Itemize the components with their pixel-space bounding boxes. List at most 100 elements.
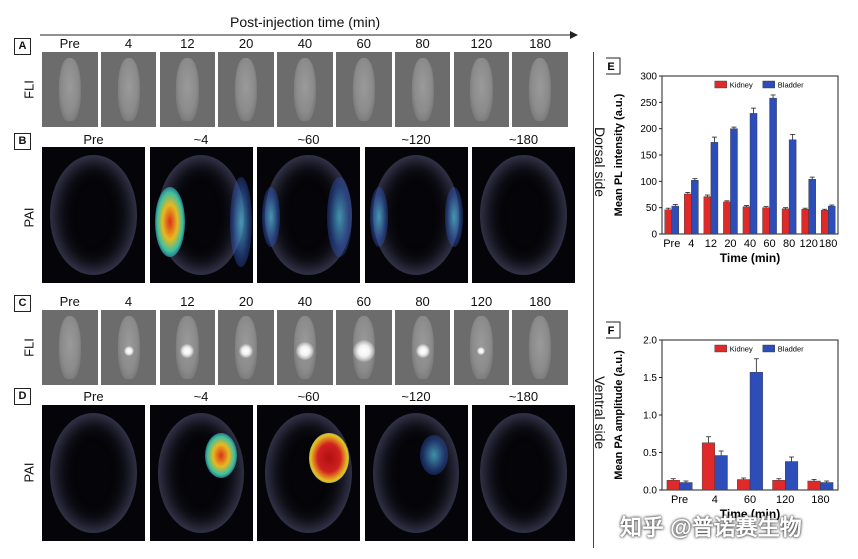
- panel-b-col-label: ~60: [297, 132, 320, 147]
- fli-image: [277, 310, 333, 385]
- panel-a-col-label: 4: [124, 36, 133, 51]
- pai-image: [257, 405, 360, 541]
- y-tick-label: 100: [640, 177, 657, 188]
- panel-c-col-label: 40: [297, 294, 313, 309]
- panel-a-col-label: 12: [180, 36, 195, 51]
- fluorescence-signal: [239, 344, 254, 359]
- y-axis-label: Mean PL intensity (a.u.): [613, 93, 625, 216]
- x-tick-label: 60: [744, 494, 756, 506]
- bar-kidney: [701, 442, 715, 491]
- mouse-silhouette: [411, 58, 434, 121]
- pai-body-outline: [158, 413, 245, 533]
- bar-kidney: [772, 480, 786, 491]
- bar-bladder: [808, 179, 816, 235]
- pai-signal: [327, 177, 352, 257]
- panel-c-col-label: 180: [529, 294, 551, 309]
- divider-line: [593, 52, 594, 548]
- fli-image: [42, 310, 98, 385]
- bar-kidney: [703, 196, 712, 235]
- bar-bladder: [828, 205, 836, 235]
- chart-e: 0 50 100 150 200 250 300 Pre 4 12 20 40 60 80 120 180 Ki…: [606, 57, 839, 265]
- mouse-silhouette: [58, 58, 81, 121]
- watermark-text: 知乎 @普诺赛生物: [620, 515, 802, 540]
- panel-letter-box: [606, 57, 621, 75]
- bar-bladder: [691, 180, 699, 235]
- mouse-silhouette: [293, 58, 317, 121]
- pai-image: [472, 405, 575, 541]
- panel-c-col-label: 12: [180, 294, 195, 309]
- y-tick-label: 300: [640, 72, 657, 83]
- x-tick-label: 180: [811, 494, 829, 506]
- x-tick-label: 180: [819, 238, 837, 250]
- bar-kidney: [762, 207, 770, 235]
- mouse-silhouette: [58, 316, 81, 379]
- bar-bladder: [710, 142, 719, 235]
- y-tick-label: 150: [640, 151, 657, 162]
- panel-b-col-label: Pre: [83, 132, 104, 147]
- panel-a-letter: A: [14, 38, 31, 55]
- bar-kidney: [666, 480, 680, 491]
- legend-swatch: [762, 344, 776, 353]
- panel-c-col-label: 4: [124, 294, 133, 309]
- panel-d-col-label: ~180: [508, 389, 539, 404]
- panel-c-row-label: FLI: [21, 338, 37, 357]
- panel-letter: F: [608, 325, 615, 337]
- legend-swatch: [762, 80, 776, 89]
- y-tick-label: 200: [640, 124, 657, 135]
- panel-letter: E: [607, 61, 614, 73]
- panel-c-col-label: 60: [356, 294, 371, 309]
- chart-f: 0.0 0.5 1.0 1.5 2.0 Pre 4 60 120 180 Kidney Bladder…: [606, 321, 839, 521]
- x-axis-label: Time (min): [720, 251, 780, 265]
- panel-b-row-label: PAI: [21, 207, 37, 228]
- legend-label: Bladder: [778, 345, 804, 354]
- legend-label: Kidney: [730, 81, 753, 90]
- bar-bladder: [730, 128, 738, 235]
- fli-image: [218, 310, 274, 385]
- panel-a-col-label: 180: [529, 36, 551, 51]
- mouse-silhouette: [470, 58, 493, 121]
- fluorescence-signal: [415, 344, 430, 359]
- panel-d-col-label: ~4: [193, 389, 209, 404]
- bar-bladder: [769, 97, 777, 235]
- pai-body-outline: [373, 413, 460, 533]
- legend-swatch: [714, 344, 728, 353]
- legend-label: Bladder: [778, 81, 804, 90]
- x-tick-label: 4: [688, 238, 694, 250]
- fli-image: [100, 310, 157, 385]
- pai-body-outline: [50, 155, 137, 275]
- x-tick-label: 4: [712, 494, 718, 506]
- fluorescence-signal: [352, 340, 375, 363]
- fluorescence-signal: [180, 344, 195, 359]
- fli-image: [336, 310, 392, 385]
- panel-c-col-label: Pre: [59, 294, 80, 309]
- panel-a-col-label: 60: [356, 36, 371, 51]
- fli-image: [453, 310, 510, 385]
- pai-image: [149, 147, 253, 283]
- fli-image: [453, 52, 510, 127]
- fli-image: [218, 52, 274, 127]
- pai-image: [42, 405, 145, 541]
- panel-d-col-label: Pre: [83, 389, 104, 404]
- fli-image: [100, 52, 157, 127]
- y-tick-label: 0.5: [643, 448, 657, 459]
- fli-image: [394, 52, 451, 127]
- fli-image: [394, 310, 451, 385]
- mouse-silhouette: [235, 58, 258, 121]
- pai-signal: [309, 433, 349, 483]
- bar-bladder: [714, 455, 728, 491]
- pai-image: [149, 405, 253, 541]
- fli-image: [512, 310, 568, 385]
- y-tick-label: 1.0: [643, 411, 657, 422]
- fli-image: [159, 52, 216, 127]
- bar-bladder: [820, 482, 834, 491]
- y-axis-label: Mean PA amplitude (a.u.): [613, 350, 625, 480]
- pai-signal: [262, 187, 280, 247]
- y-tick-label: 0: [651, 230, 657, 241]
- bar-kidney: [807, 480, 821, 491]
- panel-b-col-label: ~120: [401, 132, 431, 147]
- panel-d-col-label: ~60: [297, 389, 320, 404]
- panel-a-col-label: 120: [470, 36, 493, 51]
- fli-image: [277, 52, 333, 127]
- panel-a-col-label: 80: [415, 36, 430, 51]
- bar-bladder: [749, 372, 763, 491]
